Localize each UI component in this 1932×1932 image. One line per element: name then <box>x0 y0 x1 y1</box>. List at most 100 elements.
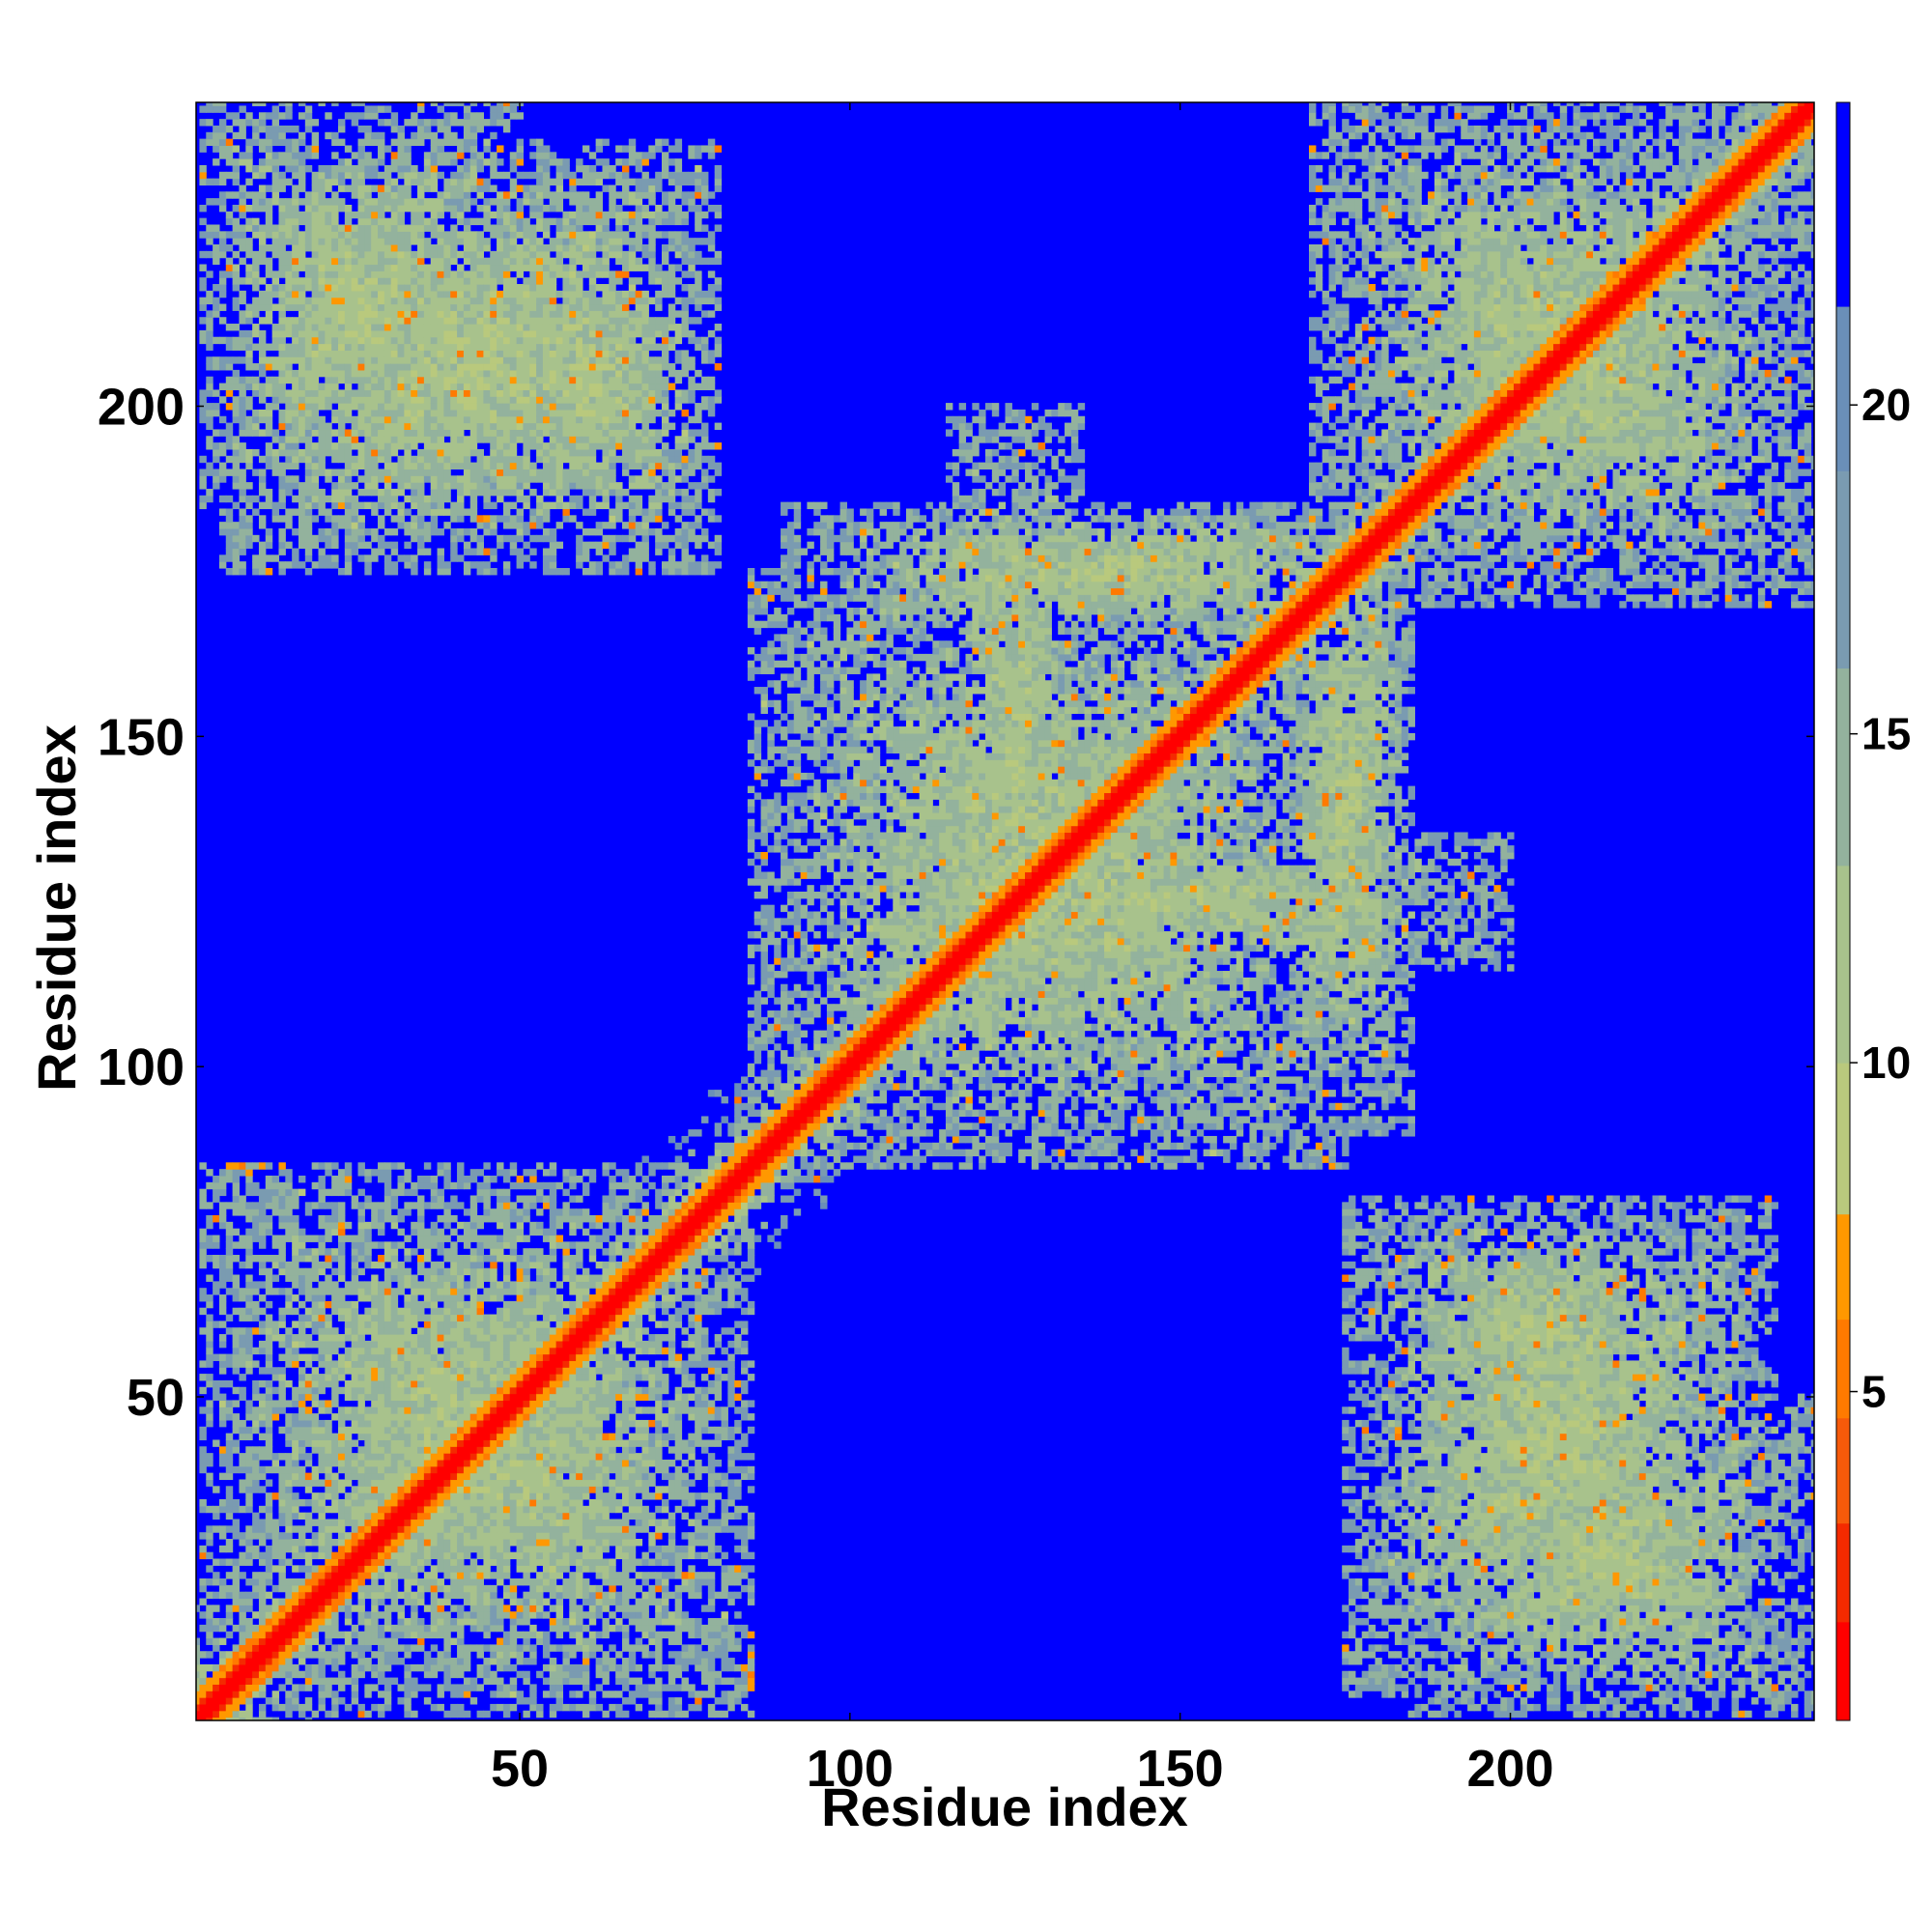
heatmap-cell <box>325 1479 332 1487</box>
heatmap-cell <box>245 1426 253 1435</box>
heatmap-cell <box>304 429 313 437</box>
heatmap-cell <box>232 270 241 278</box>
heatmap-cell <box>271 336 280 345</box>
heatmap-cell <box>285 1433 293 1441</box>
heatmap-cell <box>423 1386 432 1395</box>
heatmap-cell <box>411 1248 418 1256</box>
heatmap-cell <box>218 1637 227 1645</box>
heatmap-cell <box>463 1459 471 1467</box>
heatmap-cell <box>285 164 293 173</box>
heatmap-cell <box>292 1195 299 1203</box>
heatmap-cell <box>311 350 320 357</box>
heatmap-cell <box>304 152 313 159</box>
heatmap-cell <box>292 448 299 457</box>
heatmap-cell <box>298 415 306 424</box>
heatmap-cell <box>469 501 478 510</box>
heatmap-cell <box>450 527 458 536</box>
heatmap-cell <box>311 217 320 226</box>
heatmap-cell <box>469 1400 478 1407</box>
heatmap-cell <box>245 238 253 245</box>
heatmap-cell <box>390 1505 399 1514</box>
heatmap-cell <box>331 1584 339 1593</box>
heatmap-cell <box>278 475 286 483</box>
heatmap-cell <box>457 1393 465 1402</box>
heatmap-cell <box>331 1703 339 1712</box>
heatmap-cell <box>443 1307 451 1316</box>
heatmap-cell <box>304 303 313 311</box>
heatmap-cell <box>325 1637 332 1645</box>
heatmap-cell <box>437 1519 444 1526</box>
heatmap-cell <box>463 1300 471 1309</box>
heatmap-cell <box>476 1321 484 1328</box>
heatmap-cell <box>450 1334 458 1342</box>
heatmap-cell <box>331 442 339 450</box>
heatmap-cell <box>371 303 379 311</box>
heatmap-cell <box>325 1379 332 1388</box>
heatmap-cell <box>378 105 385 113</box>
heatmap-cell <box>457 350 465 357</box>
heatmap-cell <box>304 363 313 371</box>
heatmap-cell <box>239 198 246 206</box>
heatmap-cell <box>423 1472 432 1481</box>
heatmap-cell <box>213 1525 220 1533</box>
heatmap-cell <box>378 211 385 219</box>
heatmap-cell <box>423 501 432 510</box>
heatmap-cell <box>417 396 425 404</box>
heatmap-cell <box>364 152 372 159</box>
heatmap-cell <box>357 1386 365 1395</box>
heatmap-cell <box>338 1565 346 1573</box>
heatmap-cell <box>311 1492 320 1500</box>
heatmap-cell <box>443 1492 451 1500</box>
heatmap-cell <box>351 541 359 550</box>
heatmap-cell <box>457 1519 465 1526</box>
heatmap-cell <box>417 1446 425 1454</box>
heatmap-cell <box>225 541 234 550</box>
heatmap-cell <box>390 1459 399 1467</box>
heatmap-cell <box>344 1644 353 1652</box>
heatmap-cell <box>411 469 418 476</box>
heatmap-cell <box>404 158 412 166</box>
heatmap-cell <box>232 1465 241 1474</box>
heatmap-cell <box>390 1651 399 1659</box>
heatmap-cell <box>338 1367 346 1375</box>
heatmap-cell <box>437 1605 444 1612</box>
heatmap-cell <box>476 1472 484 1481</box>
heatmap-cell <box>378 1175 385 1183</box>
heatmap-cell <box>225 1651 234 1659</box>
heatmap-cell <box>265 343 273 351</box>
heatmap-cell <box>304 343 313 351</box>
heatmap-cell <box>311 1248 320 1256</box>
heatmap-cell <box>390 422 399 431</box>
heatmap-cell <box>371 1453 379 1461</box>
heatmap-cell <box>271 1367 280 1375</box>
heatmap-cell <box>411 554 418 562</box>
heatmap-cell <box>371 131 379 140</box>
heatmap-cell <box>390 1413 399 1421</box>
heatmap-cell <box>225 1703 234 1712</box>
heatmap-cell <box>304 1334 313 1342</box>
heatmap-cell <box>378 1327 385 1335</box>
heatmap-cell <box>265 1274 273 1282</box>
heatmap-cell <box>371 329 379 338</box>
heatmap-cell <box>318 257 326 266</box>
heatmap-cell <box>232 1360 241 1368</box>
heatmap-cell <box>457 264 465 271</box>
heatmap-cell <box>450 1288 458 1295</box>
heatmap-cell <box>423 1400 432 1407</box>
heatmap-cell <box>364 1241 372 1249</box>
heatmap-cell <box>357 389 365 397</box>
heatmap-cell <box>331 488 339 497</box>
heatmap-cell <box>318 1677 326 1685</box>
heatmap-cell <box>430 217 439 226</box>
heatmap-cell <box>417 1558 425 1566</box>
heatmap-cell <box>344 257 353 266</box>
heatmap-cell <box>271 1598 280 1605</box>
heatmap-cell <box>206 1413 213 1421</box>
heatmap-cell <box>351 264 359 271</box>
heatmap-cell <box>384 1551 392 1560</box>
heatmap-cell <box>437 224 444 232</box>
heatmap-cell <box>325 363 332 371</box>
heatmap-cell <box>437 403 444 411</box>
heatmap-cell <box>325 1446 332 1454</box>
